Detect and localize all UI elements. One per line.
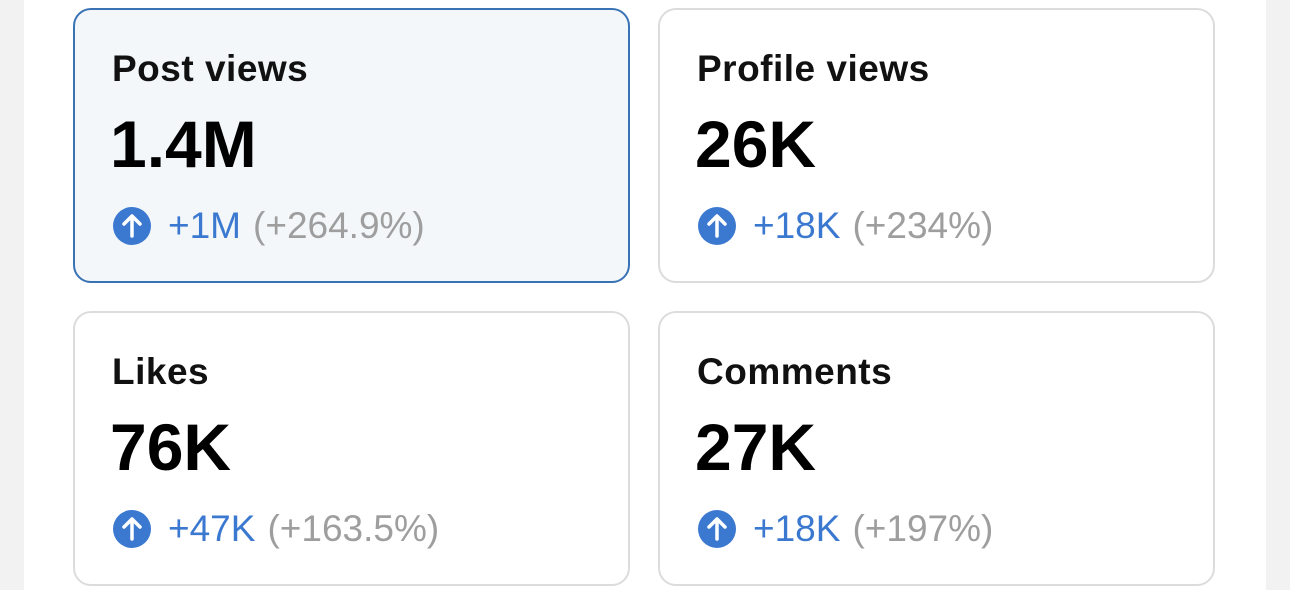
change-amount: +1M (168, 205, 242, 246)
metric-change-row: +1M (+264.9%) (112, 205, 425, 246)
metric-label: Likes (112, 351, 210, 392)
change-percent: (+197%) (852, 508, 994, 549)
metric-value: 1.4M (110, 107, 257, 181)
metric-change-row: +47K (+163.5%) (112, 508, 440, 549)
metric-value: 76K (110, 410, 232, 484)
metric-label: Comments (697, 351, 893, 392)
metric-card[interactable]: Post views 1.4M +1M (+264.9%) (73, 8, 630, 283)
metric-value: 26K (695, 107, 817, 181)
metric-card[interactable]: Profile views 26K +18K (+234%) (658, 8, 1215, 283)
change-percent: (+264.9%) (253, 205, 425, 246)
metric-card[interactable]: Likes 76K +47K (+163.5%) (73, 311, 630, 586)
panel: Post views 1.4M +1M (+264.9%) Profile views 2… (24, 0, 1266, 590)
up-icon (697, 206, 737, 246)
up-icon (112, 509, 152, 549)
up-icon (112, 206, 152, 246)
change-percent: (+163.5%) (267, 508, 440, 549)
up-icon (697, 509, 737, 549)
metric-change-row: +18K (+234%) (697, 205, 994, 246)
metric-change-row: +18K (+197%) (697, 508, 994, 549)
metric-card[interactable]: Comments 27K +18K (+197%) (658, 311, 1215, 586)
change-percent: (+234%) (852, 205, 994, 246)
change-amount: +18K (753, 508, 841, 549)
change-amount: +18K (753, 205, 841, 246)
metric-label: Post views (112, 48, 309, 89)
metric-value: 27K (695, 410, 817, 484)
metric-label: Profile views (697, 48, 930, 89)
change-amount: +47K (168, 508, 256, 549)
